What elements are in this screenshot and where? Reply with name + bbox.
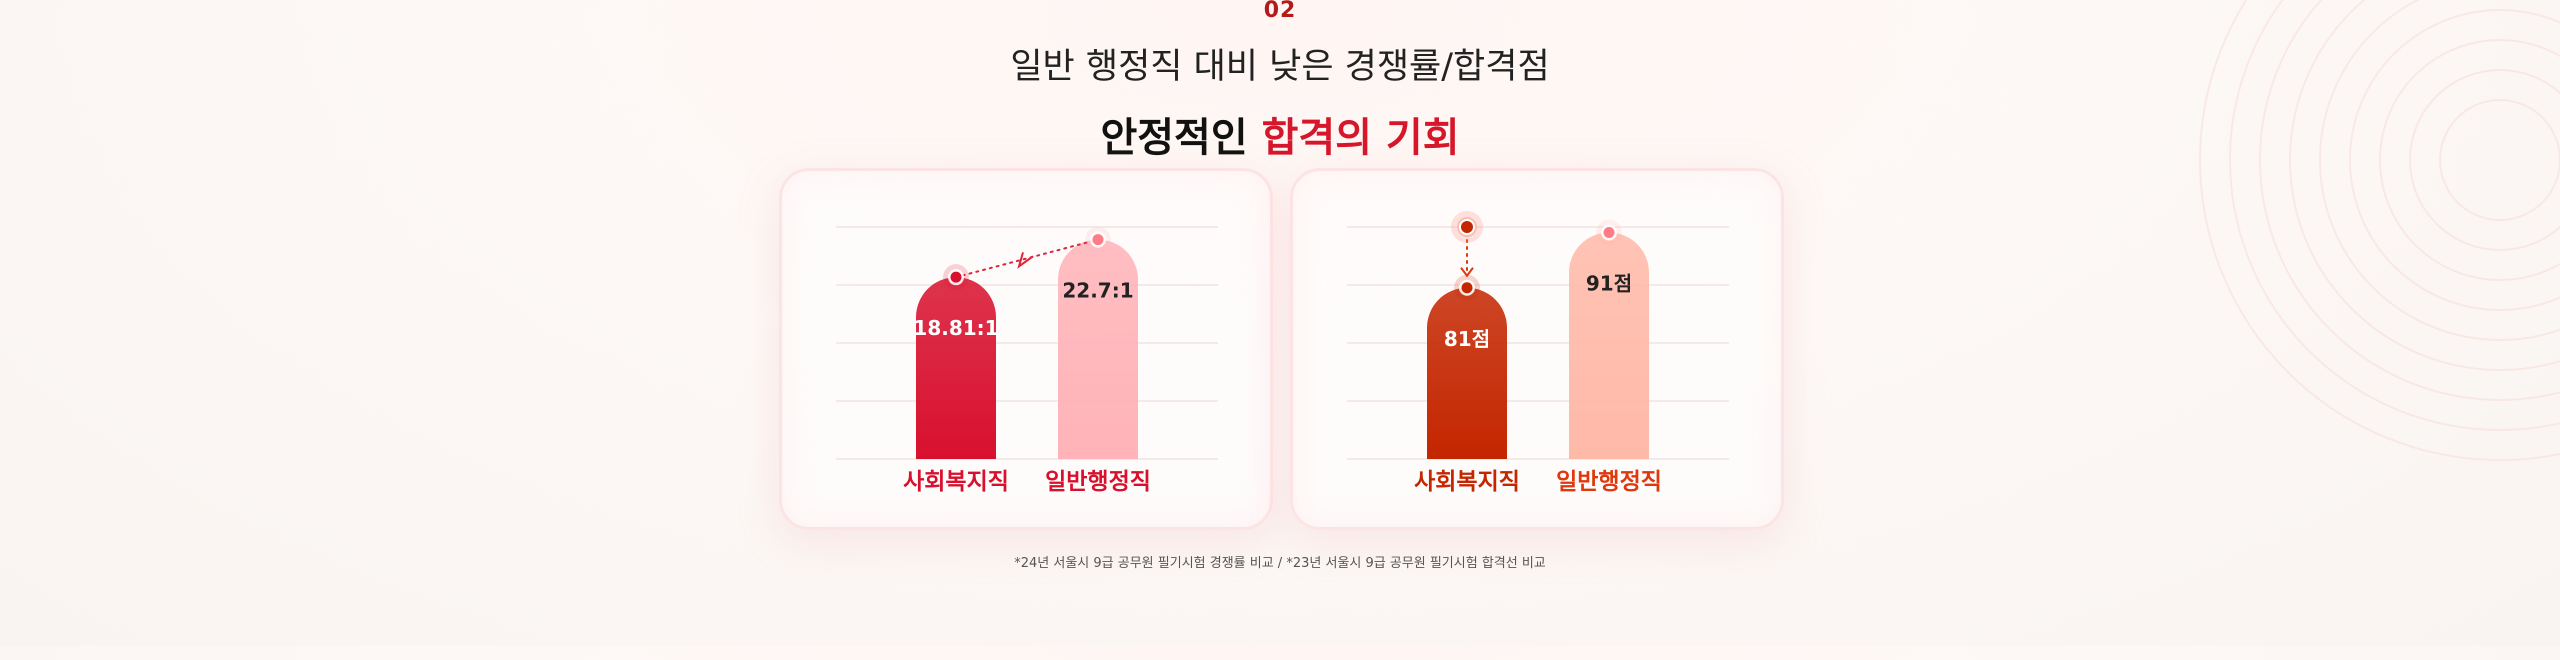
value-label-1: 91점 — [1586, 272, 1632, 296]
marker-dot-1 — [1603, 227, 1615, 239]
footnote: *24년 서울시 9급 공무원 필기시험 경쟁률 비교 / *23년 서울시 9… — [1014, 556, 1546, 571]
competition-rate-chart: 18.81:1 22.7:1 사회복지직 일반행정직 — [779, 168, 1273, 530]
category-label-0: 사회복지직 — [903, 469, 1009, 495]
title-accent: 합격의 기회 — [1261, 115, 1460, 161]
marker-dot-0 — [950, 271, 962, 283]
bar-0 — [1427, 287, 1507, 459]
section-title: 안정적인 합격의 기회 — [0, 105, 2560, 163]
title-plain: 안정적인 — [1100, 115, 1248, 161]
category-label-1: 일반행정직 — [1045, 469, 1151, 495]
value-label-1: 22.7:1 — [1062, 279, 1133, 303]
section-number: 02 — [1263, 0, 1297, 23]
bar-1 — [1569, 232, 1649, 459]
marker-dot-1 — [1092, 234, 1104, 246]
competition-rate-chart-svg: 18.81:1 22.7:1 사회복지직 일반행정직 — [836, 226, 1218, 495]
value-label-0: 18.81:1 — [913, 316, 998, 340]
category-label-0: 사회복지직 — [1414, 469, 1520, 495]
trend-arrow-icon — [1017, 252, 1034, 269]
marker-dot — [1461, 221, 1473, 233]
marker-dot-0 — [1461, 282, 1473, 294]
bar-1 — [1058, 239, 1138, 459]
section-header: 02 일반 행정직 대비 낮은 경쟁률/합격점 안정적인 합격의 기회 — [0, 0, 2560, 163]
value-label-0: 81점 — [1444, 327, 1490, 351]
trend-arrow-icon — [1460, 267, 1474, 278]
bar-0 — [916, 277, 996, 459]
category-label-1: 일반행정직 — [1556, 469, 1662, 495]
section-subtitle: 일반 행정직 대비 낮은 경쟁률/합격점 — [1010, 47, 1550, 87]
